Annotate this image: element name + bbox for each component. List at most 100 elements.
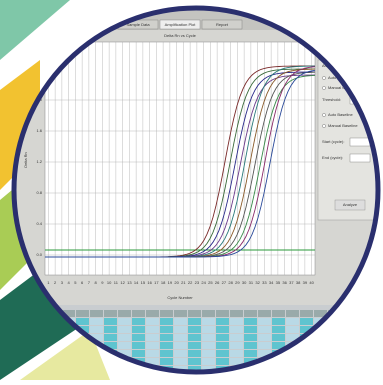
table-cell <box>216 318 229 325</box>
radio[interactable] <box>322 76 326 80</box>
table-cell <box>230 318 243 325</box>
table-cell <box>132 350 145 357</box>
x-tick-label: 5 <box>74 280 77 285</box>
table-cell <box>314 310 327 317</box>
table-cell <box>118 318 131 325</box>
table-cell <box>244 310 257 317</box>
table-cell <box>202 326 215 333</box>
table-cell <box>230 326 243 333</box>
y-tick-label: 0.4 <box>36 221 42 226</box>
table-cell <box>370 310 378 317</box>
x-tick-label: 13 <box>127 280 132 285</box>
panel-label: Auto Baseline <box>328 112 353 117</box>
x-tick-label: 33 <box>262 280 267 285</box>
table-cell <box>370 366 378 372</box>
table-cell <box>244 326 257 333</box>
table-cell <box>342 326 355 333</box>
x-tick-label: 24 <box>201 280 206 285</box>
tab[interactable] <box>159 19 201 30</box>
table-cell <box>146 310 159 317</box>
radio[interactable] <box>322 113 326 117</box>
table-cell <box>244 342 257 349</box>
table-cell <box>90 310 103 317</box>
table-cell <box>300 342 313 349</box>
table-cell <box>146 358 159 365</box>
table-cell <box>300 350 313 357</box>
table-cell <box>230 334 243 341</box>
table-cell <box>342 366 355 372</box>
table-cell <box>314 342 327 349</box>
x-axis-label: Cycle Number <box>167 295 193 300</box>
table-cell <box>356 310 369 317</box>
table-cell <box>272 310 285 317</box>
button-label[interactable]: Analyze <box>343 202 358 207</box>
table-cell <box>286 310 299 317</box>
table-cell <box>370 350 378 357</box>
input[interactable] <box>349 153 371 163</box>
table-cell <box>300 318 313 325</box>
x-tick-label: 15 <box>141 280 146 285</box>
table-cell <box>160 358 173 365</box>
table-cell <box>314 358 327 365</box>
table-cell <box>90 326 103 333</box>
table-cell <box>174 358 187 365</box>
x-tick-label: 35 <box>276 280 281 285</box>
table-cell <box>104 318 117 325</box>
x-tick-label: 39 <box>303 280 308 285</box>
y-tick-label: 0.8 <box>36 190 42 195</box>
radio[interactable] <box>322 86 326 90</box>
table-cell <box>286 358 299 365</box>
table-cell <box>272 358 285 365</box>
table-cell <box>356 350 369 357</box>
table-cell <box>230 310 243 317</box>
button[interactable] <box>334 199 366 211</box>
tab-label[interactable]: Sample Data <box>126 22 150 27</box>
panel-label: Manual Ct <box>328 85 347 90</box>
table-cell <box>244 350 257 357</box>
x-tick-label: 36 <box>282 280 287 285</box>
x-tick-label: 32 <box>255 280 260 285</box>
table-cell <box>188 366 201 372</box>
x-tick-label: 17 <box>154 280 159 285</box>
table-cell <box>328 342 341 349</box>
tab[interactable] <box>201 19 243 30</box>
table-cell <box>230 342 243 349</box>
table-cell <box>258 310 271 317</box>
table-cell <box>216 358 229 365</box>
table-cell <box>342 342 355 349</box>
table-cell <box>328 366 341 372</box>
input[interactable] <box>349 137 371 147</box>
table-cell <box>160 342 173 349</box>
table-cell <box>132 334 145 341</box>
table-cell <box>188 310 201 317</box>
x-tick-label: 28 <box>228 280 233 285</box>
x-tick-label: 26 <box>215 280 220 285</box>
tab-label[interactable]: Amplification Plot <box>165 22 197 27</box>
x-tick-label: 11 <box>114 280 119 285</box>
tab-label[interactable]: Report <box>216 22 229 27</box>
table-cell <box>132 318 145 325</box>
table-cell <box>188 350 201 357</box>
table-cell <box>202 350 215 357</box>
table-cell <box>272 366 285 372</box>
table-cell <box>328 358 341 365</box>
plot-title: Delta Rn vs Cycle <box>164 33 197 38</box>
x-tick-label: 21 <box>181 280 186 285</box>
radio[interactable] <box>322 124 326 128</box>
table-cell <box>174 334 187 341</box>
x-tick-label: 23 <box>195 280 200 285</box>
table-cell <box>146 334 159 341</box>
table-cell <box>202 318 215 325</box>
table-cell <box>188 326 201 333</box>
table-cell <box>272 334 285 341</box>
x-tick-label: 10 <box>107 280 112 285</box>
x-tick-label: 31 <box>249 280 254 285</box>
x-tick-label: 1 <box>47 280 50 285</box>
x-tick-label: 14 <box>134 280 139 285</box>
table-cell <box>174 350 187 357</box>
x-tick-label: 7 <box>88 280 91 285</box>
table-cell <box>146 342 159 349</box>
table-cell <box>258 334 271 341</box>
x-tick-label: 12 <box>120 280 125 285</box>
table-cell <box>272 342 285 349</box>
